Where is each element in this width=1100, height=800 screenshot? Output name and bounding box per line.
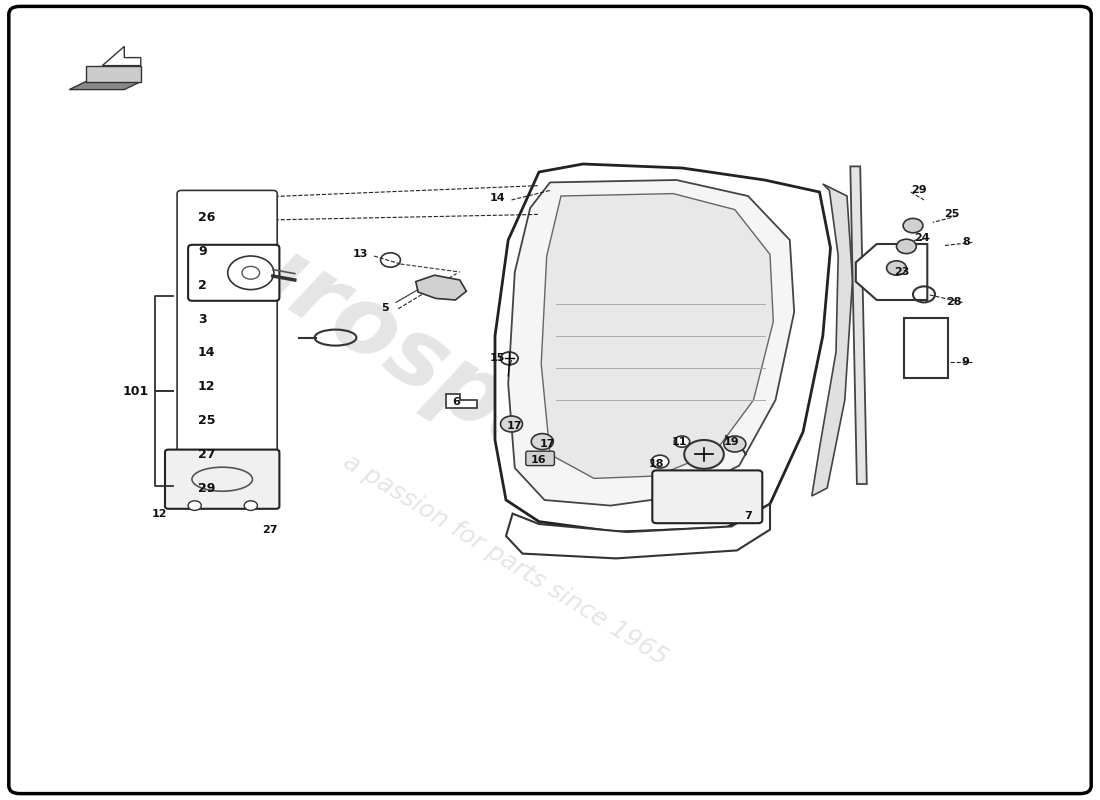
Polygon shape	[856, 244, 927, 300]
Text: 14: 14	[198, 346, 216, 359]
Circle shape	[188, 501, 201, 510]
Text: 16: 16	[531, 455, 547, 465]
Circle shape	[903, 218, 923, 233]
Text: 18: 18	[649, 459, 664, 469]
Text: 3: 3	[198, 313, 207, 326]
Text: 27: 27	[198, 448, 216, 461]
Text: 6: 6	[452, 398, 461, 407]
Text: 101: 101	[122, 385, 149, 398]
Text: 25: 25	[944, 210, 959, 219]
Circle shape	[896, 239, 916, 254]
Text: 17: 17	[507, 421, 522, 430]
Polygon shape	[508, 180, 794, 506]
Text: 24: 24	[914, 233, 929, 242]
Text: 5: 5	[382, 303, 388, 313]
Polygon shape	[102, 46, 141, 66]
Text: 14: 14	[490, 194, 505, 203]
Text: 19: 19	[724, 437, 739, 446]
Circle shape	[724, 436, 746, 452]
Text: 23: 23	[894, 267, 910, 277]
Text: a passion for parts since 1965: a passion for parts since 1965	[340, 450, 672, 670]
Circle shape	[531, 434, 553, 450]
FancyBboxPatch shape	[165, 450, 279, 509]
Text: 13: 13	[353, 250, 369, 259]
Text: eurospares: eurospares	[163, 178, 717, 574]
Text: 12: 12	[198, 380, 216, 393]
Text: 7: 7	[744, 511, 752, 521]
Text: 11: 11	[672, 437, 688, 446]
Text: 9: 9	[198, 245, 207, 258]
Polygon shape	[69, 82, 141, 90]
Polygon shape	[904, 318, 948, 378]
Polygon shape	[506, 504, 770, 558]
Text: 29: 29	[198, 482, 216, 494]
Polygon shape	[446, 394, 477, 408]
Circle shape	[651, 455, 669, 468]
Polygon shape	[812, 184, 852, 496]
Circle shape	[244, 501, 257, 510]
Text: 28: 28	[946, 298, 961, 307]
FancyBboxPatch shape	[652, 470, 762, 523]
Text: 9: 9	[961, 357, 970, 366]
Text: 2: 2	[198, 278, 207, 292]
Text: 17: 17	[540, 439, 556, 449]
Text: 12: 12	[152, 509, 167, 518]
FancyBboxPatch shape	[188, 245, 279, 301]
Text: 25: 25	[198, 414, 216, 427]
Circle shape	[887, 261, 906, 275]
Text: 15: 15	[490, 354, 505, 363]
Text: 29: 29	[911, 186, 926, 195]
Text: 27: 27	[262, 525, 277, 534]
FancyBboxPatch shape	[9, 6, 1091, 794]
Circle shape	[500, 416, 522, 432]
Polygon shape	[86, 66, 141, 82]
Polygon shape	[850, 166, 867, 484]
Circle shape	[684, 440, 724, 469]
Polygon shape	[541, 194, 773, 478]
Text: 8: 8	[961, 237, 970, 246]
Text: 26: 26	[198, 211, 216, 224]
FancyBboxPatch shape	[526, 451, 554, 466]
Polygon shape	[416, 275, 466, 300]
Polygon shape	[495, 164, 830, 532]
Circle shape	[674, 436, 690, 447]
FancyBboxPatch shape	[177, 190, 277, 503]
